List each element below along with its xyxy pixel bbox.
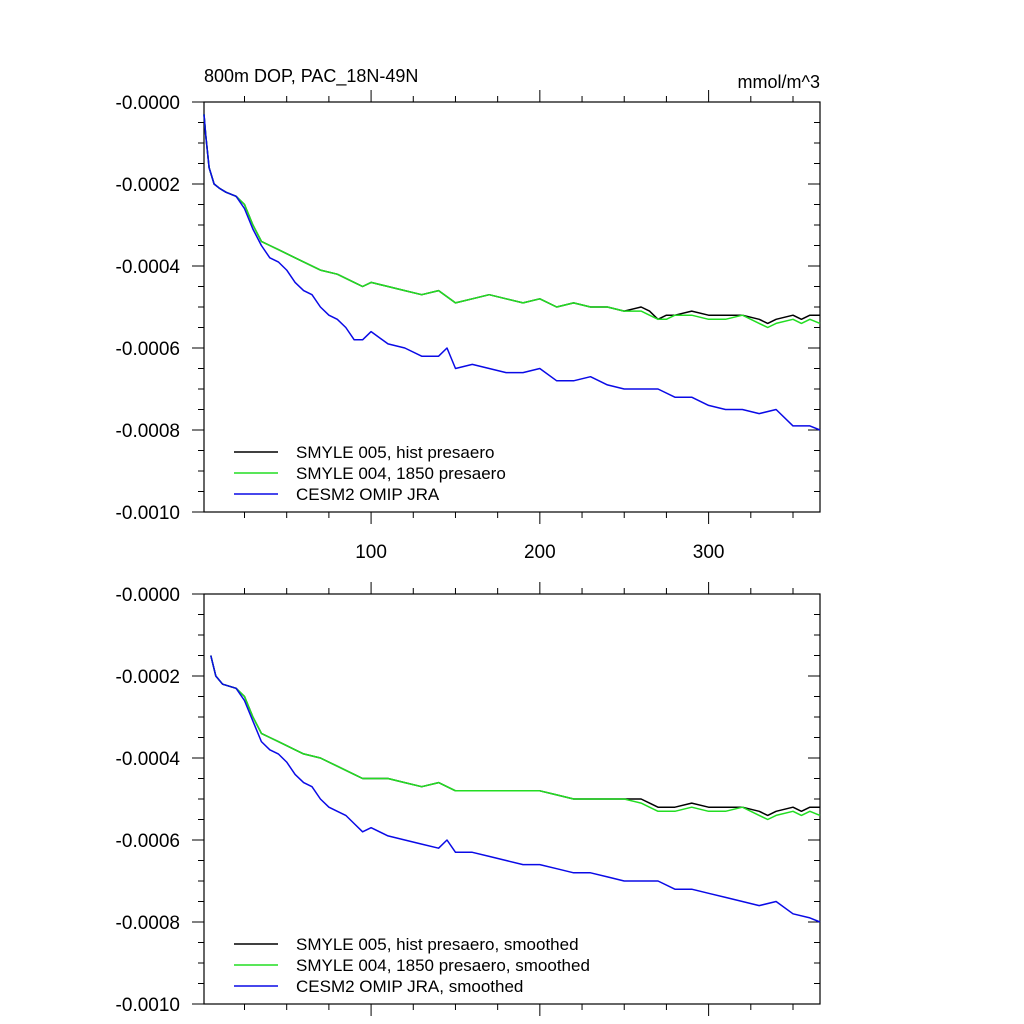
bottom-panel: -0.0000 -0.0002 -0.0004 -0.0006 -0.0008 -0.00… [116, 582, 821, 1016]
y-tick-label: -0.0010 [116, 995, 180, 1016]
y-tick-label: -0.0006 [116, 831, 180, 852]
series-line-1 [203, 114, 820, 325]
legend-label-2: SMYLE 004, 1850 presaero, smoothed [296, 956, 590, 975]
y-tick-label: -0.0008 [116, 913, 180, 934]
top-panel: -0.0000 -0.0002 -0.0004 -0.0006 -0.0008 -0.00… [116, 90, 821, 563]
y-tick-label: -0.0004 [116, 749, 181, 770]
y-tick-label: -0.0004 [116, 257, 181, 278]
x-tick-label: 300 [693, 542, 725, 563]
series-line-3 [210, 655, 821, 923]
series-line-2 [210, 655, 821, 821]
legend-label-3: CESM2 OMIP JRA [296, 485, 440, 504]
y-tick-label: -0.0010 [116, 503, 180, 524]
series-line-3 [203, 114, 821, 431]
x-tick-label: 100 [355, 542, 387, 563]
x-tick-label: 200 [524, 542, 556, 563]
y-tick-label: -0.0000 [116, 585, 180, 606]
legend-label-1: SMYLE 005, hist presaero, smoothed [296, 935, 579, 954]
y-tick-label: -0.0002 [116, 175, 180, 196]
y-tick-label: -0.0002 [116, 667, 180, 688]
figure-title: 800m DOP, PAC_18N-49N [204, 66, 418, 87]
units-label: mmol/m^3 [738, 72, 820, 92]
series-line-2 [203, 114, 821, 329]
y-tick-label: -0.0008 [116, 421, 180, 442]
y-tick-label: -0.0000 [116, 93, 180, 114]
legend-label-3: CESM2 OMIP JRA, smoothed [296, 977, 523, 996]
legend-label-2: SMYLE 004, 1850 presaero [296, 464, 506, 483]
y-tick-label: -0.0006 [116, 339, 180, 360]
legend-label-1: SMYLE 005, hist presaero [296, 443, 494, 462]
